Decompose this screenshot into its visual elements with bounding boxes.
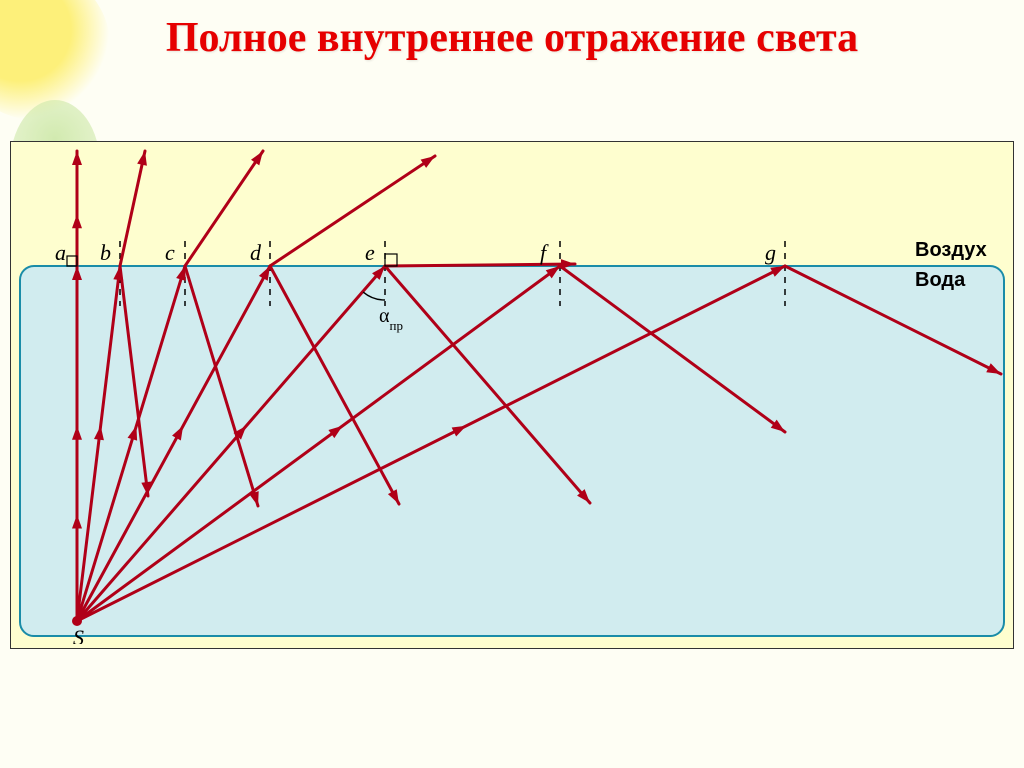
label-a: a: [55, 240, 66, 265]
title-line-1: Полное внутреннее отражение света: [166, 15, 858, 61]
diagram-inner: ВоздухВодаabcdefgαпрS: [15, 146, 1009, 644]
air-label: Воздух: [915, 239, 987, 261]
label-c: c: [165, 240, 175, 265]
slide: Полное внутреннее отражение света Воздух…: [0, 0, 1024, 768]
label-e: e: [365, 240, 375, 265]
slide-title: Полное внутреннее отражение света: [0, 14, 1024, 62]
water-label: Вода: [915, 269, 966, 291]
diagram-svg: ВоздухВодаabcdefgαпрS: [15, 146, 1009, 644]
refracted-e: [385, 264, 575, 266]
label-b: b: [100, 240, 111, 265]
diagram-frame: ВоздухВодаabcdefgαпрS: [10, 141, 1014, 649]
label-g: g: [765, 240, 776, 265]
source-label: S: [73, 625, 84, 644]
label-d: d: [250, 240, 262, 265]
